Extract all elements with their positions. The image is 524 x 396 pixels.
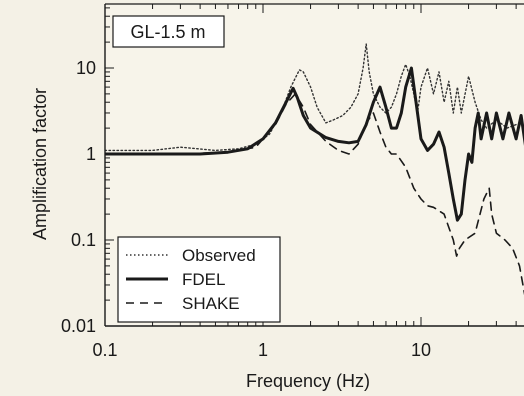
chart-title: GL-1.5 m [130,22,205,42]
legend-label-shake: SHAKE [182,294,240,313]
y-axis-label: Amplification factor [30,88,50,240]
x-axis-label: Frequency (Hz) [246,371,370,391]
x-tick-label: 1 [258,340,268,360]
y-tick-label: 0.01 [61,316,96,336]
legend-label-fdel: FDEL [182,270,225,289]
title-box [112,15,225,48]
legend-label-observed: Observed [182,246,256,265]
y-tick-label: 1 [86,144,96,164]
x-tick-label: 10 [411,340,431,360]
y-tick-label: 0.1 [71,230,96,250]
series-layer [105,43,524,296]
x-tick-label: 0.1 [92,340,117,360]
legend: Observed FDEL SHAKE [117,236,281,323]
y-tick-label: 10 [76,58,96,78]
tick-labels: 0.1 1 10 0.01 0.1 1 10 [61,58,431,360]
series-fdel [105,66,524,222]
